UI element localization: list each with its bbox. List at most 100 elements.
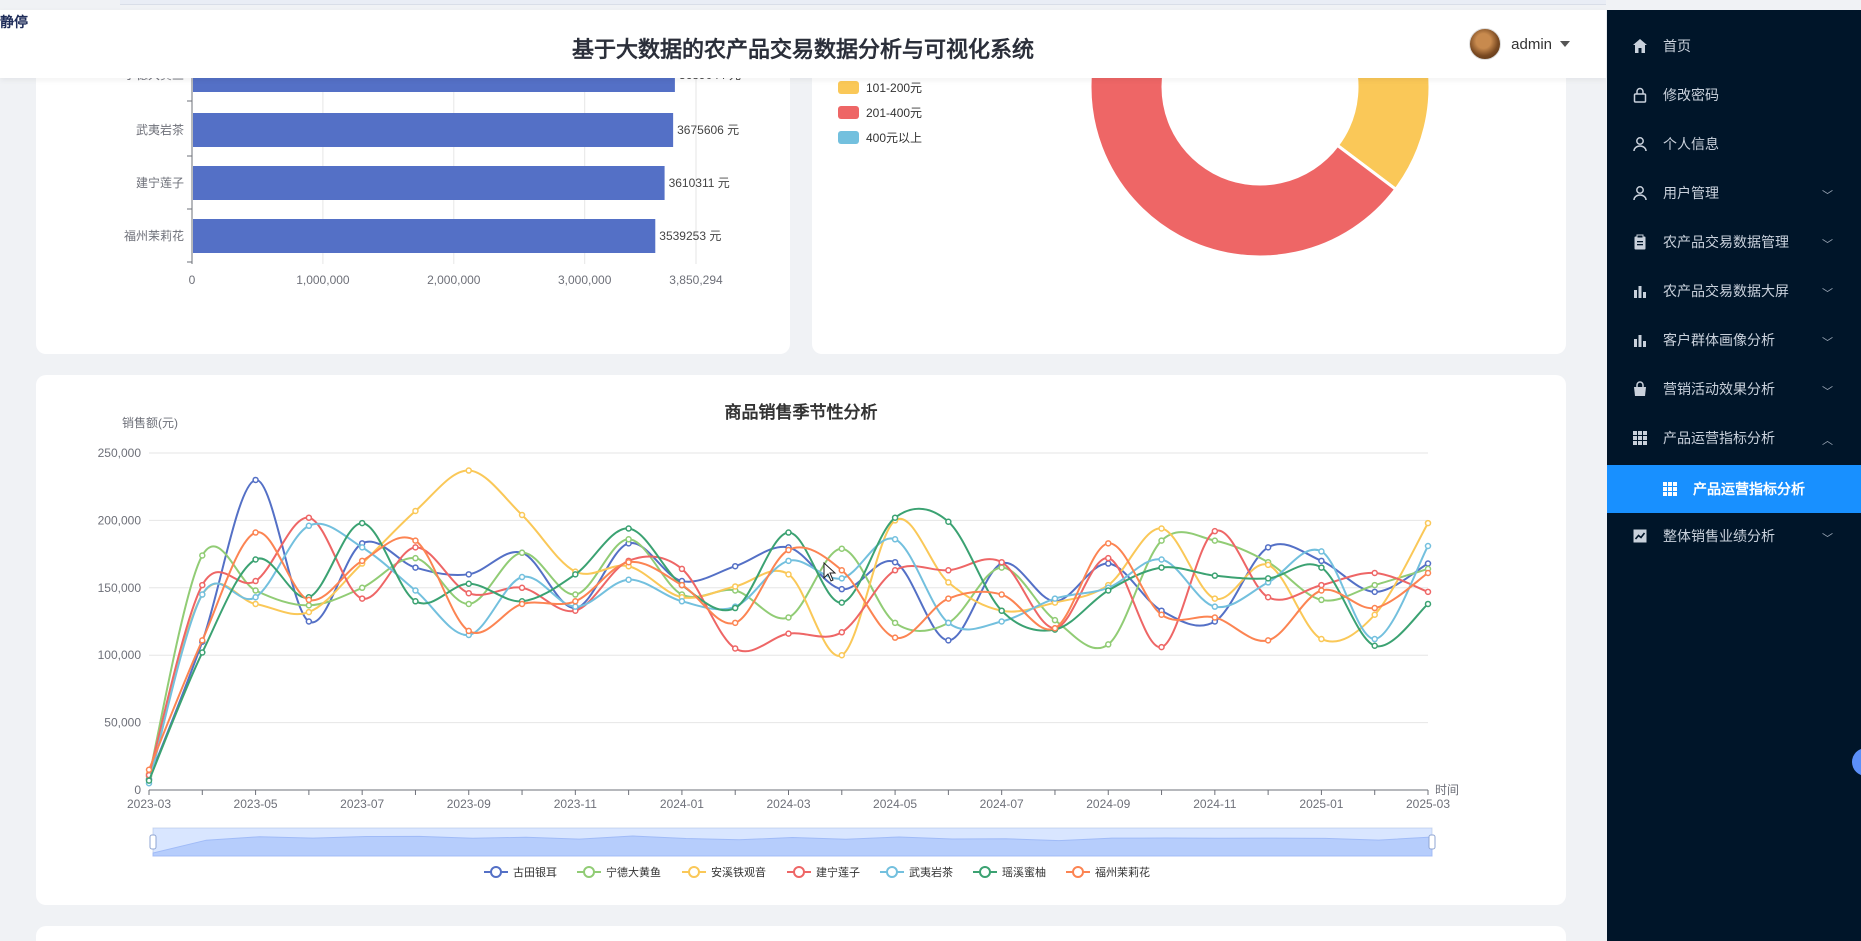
legend-label: 宁德大黄鱼 bbox=[606, 865, 661, 879]
data-point bbox=[465, 589, 472, 597]
bar bbox=[193, 219, 656, 253]
data-point bbox=[1105, 560, 1112, 567]
avatar[interactable] bbox=[1469, 28, 1502, 60]
data-point bbox=[199, 581, 206, 589]
data-zoom-handle bbox=[1428, 834, 1436, 850]
chevron-down-icon: ﹀ bbox=[1822, 533, 1833, 545]
sidebar-item-label: 用户管理 bbox=[1663, 185, 1719, 201]
floating-scroll-button[interactable] bbox=[1852, 748, 1861, 776]
header-bar: 基于大数据的农产品交易数据分析与可视化系统 admin bbox=[0, 10, 1606, 78]
sidebar-item-8[interactable]: 产品运营指标分析 ︿ bbox=[1607, 414, 1861, 462]
data-point bbox=[412, 507, 419, 515]
x-tick-label: 2023-03 bbox=[127, 797, 171, 811]
data-point bbox=[1158, 556, 1165, 563]
data-point bbox=[998, 564, 1005, 571]
sidebar-item-3[interactable]: 用户管理 ﹀ bbox=[1607, 169, 1861, 217]
bar bbox=[193, 113, 674, 147]
data-point bbox=[891, 536, 899, 543]
series-line bbox=[148, 522, 1429, 784]
sidebar-item-1[interactable]: 修改密码 bbox=[1607, 71, 1861, 119]
data-point bbox=[785, 529, 792, 536]
data-point bbox=[945, 619, 952, 627]
user-menu[interactable]: admin bbox=[1469, 28, 1570, 60]
data-point bbox=[1105, 641, 1112, 648]
data-point bbox=[1211, 614, 1219, 621]
bar bbox=[193, 166, 665, 200]
sidebar-item-7[interactable]: 营销活动效果分析 ﹀ bbox=[1607, 365, 1861, 413]
data-point bbox=[199, 637, 206, 644]
data-point bbox=[731, 645, 739, 652]
data-point bbox=[1424, 542, 1432, 550]
x-tick-label: 2,000,000 bbox=[427, 273, 481, 287]
data-point bbox=[1424, 600, 1432, 608]
sidebar-item-label: 修改密码 bbox=[1663, 87, 1719, 103]
x-tick-label: 2024-09 bbox=[1086, 797, 1130, 811]
legend-marker bbox=[793, 866, 805, 878]
data-point bbox=[1051, 624, 1059, 632]
sidebar-item-10[interactable]: 整体销售业绩分析 ﹀ bbox=[1607, 512, 1861, 560]
data-zoom-handle bbox=[149, 834, 157, 850]
data-point bbox=[891, 619, 899, 627]
category-label: 建宁莲子 bbox=[136, 175, 184, 190]
series-line bbox=[148, 469, 1429, 775]
legend-marker bbox=[1072, 866, 1084, 878]
data-point bbox=[731, 619, 739, 627]
y-tick-label: 0 bbox=[134, 783, 141, 797]
data-point bbox=[785, 571, 792, 578]
data-point bbox=[945, 579, 952, 586]
bar-chart-icon bbox=[1631, 331, 1649, 349]
data-point bbox=[358, 584, 366, 592]
category-label: 武夷岩茶 bbox=[136, 122, 184, 137]
caret-down-icon[interactable] bbox=[1560, 41, 1570, 47]
data-point bbox=[1105, 554, 1112, 562]
data-point bbox=[1158, 537, 1165, 544]
sidebar-item-0[interactable]: 首页 bbox=[1607, 22, 1861, 70]
corner-text: 静停 bbox=[0, 14, 28, 30]
sidebar-item-label: 农产品交易数据大屏 bbox=[1663, 283, 1789, 299]
data-point bbox=[518, 549, 526, 557]
data-point bbox=[1051, 595, 1059, 602]
bar-value-label: 3675606 元 bbox=[677, 123, 739, 137]
x-tick-label: 2023-05 bbox=[234, 797, 278, 811]
data-point bbox=[1211, 595, 1219, 602]
sidebar-item-4[interactable]: 农产品交易数据管理 ﹀ bbox=[1607, 218, 1861, 266]
legend-marker bbox=[886, 866, 898, 878]
data-point bbox=[252, 529, 259, 536]
bar-value-label: 3539253 元 bbox=[659, 229, 721, 243]
clipboard-icon bbox=[1631, 233, 1649, 251]
data-point bbox=[1264, 561, 1272, 569]
data-point bbox=[465, 571, 472, 578]
data-point bbox=[412, 564, 419, 571]
sidebar-item-2[interactable]: 个人信息 bbox=[1607, 120, 1861, 168]
data-point bbox=[518, 584, 526, 592]
bar-value-label: 3610311 元 bbox=[669, 176, 730, 190]
data-point bbox=[199, 649, 206, 656]
data-point bbox=[998, 558, 1005, 566]
y-tick-label: 200,000 bbox=[98, 513, 142, 527]
data-point bbox=[252, 587, 259, 594]
user-name[interactable]: admin bbox=[1511, 35, 1552, 53]
data-point bbox=[838, 567, 846, 574]
data-point bbox=[412, 544, 419, 551]
data-point bbox=[518, 511, 526, 519]
data-point bbox=[731, 604, 739, 612]
data-zoom-window bbox=[153, 828, 1432, 856]
data-point bbox=[1371, 642, 1378, 650]
sidebar-item-6[interactable]: 客户群体画像分析 ﹀ bbox=[1607, 316, 1861, 364]
legend-swatch bbox=[838, 106, 859, 119]
legend-label: 安溪铁观音 bbox=[711, 865, 766, 879]
data-point bbox=[838, 545, 846, 552]
data-point bbox=[572, 591, 579, 598]
chevron-down-icon: ﹀ bbox=[1822, 239, 1833, 251]
data-point bbox=[891, 634, 899, 641]
data-point bbox=[199, 591, 206, 598]
x-tick-label: 2024-07 bbox=[980, 797, 1024, 811]
bar-chart-icon bbox=[1631, 282, 1649, 300]
sidebar-item-5[interactable]: 农产品交易数据大屏 ﹀ bbox=[1607, 267, 1861, 315]
x-tick-label: 2024-03 bbox=[766, 797, 810, 811]
data-point bbox=[998, 618, 1005, 625]
data-point bbox=[1371, 635, 1378, 643]
data-point bbox=[1318, 581, 1325, 589]
sidebar-item-9[interactable]: 产品运营指标分析 bbox=[1607, 465, 1861, 513]
